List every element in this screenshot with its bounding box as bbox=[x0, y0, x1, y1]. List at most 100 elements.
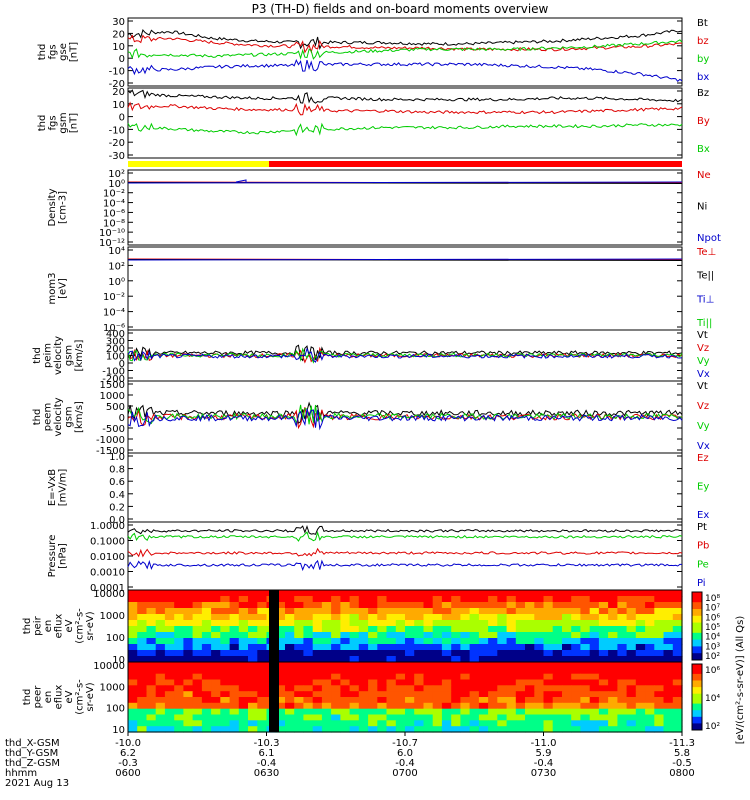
x-axis-value: 6.0 bbox=[397, 748, 413, 759]
spectrogram-cell bbox=[238, 720, 249, 727]
spectrogram-cell bbox=[663, 650, 674, 657]
spectrogram-cell bbox=[626, 656, 637, 663]
legend-entry: Pi bbox=[697, 578, 706, 589]
spectrogram-cell bbox=[617, 679, 628, 686]
spectrogram-cell bbox=[525, 596, 535, 603]
spectrogram-cell bbox=[617, 697, 628, 704]
spectrogram-cell bbox=[423, 644, 434, 651]
spectrogram-cell bbox=[257, 691, 268, 698]
spectrogram-cell bbox=[377, 638, 388, 645]
spectrogram-cell bbox=[146, 673, 157, 681]
spectrogram-cell bbox=[368, 602, 378, 609]
spectrogram-cell bbox=[589, 714, 600, 721]
spectrogram-cell bbox=[386, 626, 397, 633]
y-tick-label: 0.0100 bbox=[90, 552, 125, 563]
spectrogram-cell bbox=[331, 726, 341, 733]
spectrogram-cell bbox=[137, 608, 147, 615]
spectrogram-cell bbox=[211, 602, 221, 609]
spectrogram-cell bbox=[377, 697, 388, 704]
y-axis-label-line: (cm²-s- bbox=[75, 679, 86, 715]
spectrogram-cell bbox=[358, 714, 369, 721]
spectrogram-cell bbox=[515, 596, 526, 603]
spectrogram-cell bbox=[146, 602, 157, 609]
spectrogram-cell bbox=[423, 691, 434, 698]
spectrogram-cell bbox=[635, 620, 646, 627]
spectrogram-cell bbox=[580, 620, 591, 627]
spectrogram-cell bbox=[534, 614, 545, 621]
spectrogram-cell bbox=[358, 702, 369, 710]
spectrogram-cell bbox=[543, 726, 554, 733]
spectrogram-cell bbox=[488, 685, 498, 692]
spectrogram-cell bbox=[146, 590, 157, 597]
x-axis-value: 0800 bbox=[669, 768, 694, 779]
spectrogram-cell bbox=[672, 714, 683, 721]
spectrogram-cell bbox=[248, 667, 258, 675]
y-tick-label: -100 bbox=[102, 367, 125, 378]
spectrogram-cell bbox=[441, 656, 452, 663]
spectrogram-cell bbox=[506, 614, 517, 621]
y-tick-label: 30 bbox=[112, 17, 125, 28]
spectrogram-cell bbox=[386, 720, 397, 727]
spectrogram-cell bbox=[174, 644, 184, 651]
x-axis-row-label: hhmm bbox=[5, 768, 37, 779]
spectrogram-cell bbox=[645, 708, 655, 716]
colorbar-tick-label: 10⁶ bbox=[705, 666, 720, 676]
spectrogram-cell bbox=[386, 662, 397, 669]
y-axis-label-line: peem bbox=[43, 403, 54, 431]
spectrogram-cell bbox=[340, 620, 351, 627]
spectrogram-cell bbox=[617, 714, 628, 721]
spectrogram-cell bbox=[183, 650, 194, 657]
spectrogram-cell bbox=[460, 632, 471, 639]
spectrogram-cell bbox=[294, 644, 304, 651]
spectrogram-cell bbox=[248, 602, 258, 609]
spectrogram-cell bbox=[515, 662, 526, 669]
spectrogram-cell bbox=[469, 620, 480, 627]
spectrogram-cell bbox=[275, 685, 286, 692]
spectrogram-cell bbox=[626, 644, 637, 651]
spectrogram-cell bbox=[285, 691, 295, 698]
spectrogram-cell bbox=[164, 714, 175, 721]
spectrogram-cell bbox=[321, 602, 332, 609]
legend-entry: Pt bbox=[697, 522, 707, 533]
spectrogram-cell bbox=[248, 708, 258, 716]
spectrogram-cell bbox=[562, 702, 572, 710]
spectrogram-cell bbox=[349, 626, 360, 633]
spectrogram-cell bbox=[534, 714, 545, 721]
y-tick-label: 10⁰ bbox=[108, 277, 125, 288]
y-tick-label: 10 bbox=[112, 725, 125, 736]
spectrogram-cell bbox=[405, 614, 415, 621]
spectrogram-cell bbox=[238, 608, 249, 615]
x-axis-value: 5.9 bbox=[536, 748, 552, 759]
spectrogram-cell bbox=[238, 708, 249, 716]
x-axis-value: 0630 bbox=[254, 768, 279, 779]
y-axis-label-line: [km/s] bbox=[74, 339, 85, 371]
spectrogram-cell bbox=[451, 614, 461, 621]
legend-entry: by bbox=[697, 54, 709, 65]
spectrogram-cell bbox=[238, 596, 249, 603]
spectrogram-cell bbox=[155, 685, 166, 692]
x-axis-value: 6.2 bbox=[120, 748, 136, 759]
spectrogram-cell bbox=[414, 673, 424, 681]
spectrogram-cell bbox=[395, 602, 406, 609]
spectrogram-cell bbox=[432, 596, 443, 603]
spectrogram-cell bbox=[414, 590, 424, 597]
spectrogram-cell bbox=[331, 626, 341, 633]
colorbar-cell bbox=[692, 720, 702, 724]
spectrogram-cell bbox=[608, 620, 618, 627]
spectrogram-cell bbox=[294, 614, 304, 621]
spectrogram-cell bbox=[488, 608, 498, 615]
spectrogram-cell bbox=[617, 685, 628, 692]
spectrogram-cell bbox=[423, 614, 434, 621]
spectrogram-cell bbox=[201, 673, 212, 681]
spectrogram-cell bbox=[635, 697, 646, 704]
spectrogram-cell bbox=[469, 614, 480, 621]
y-axis-label-line: thd bbox=[22, 618, 33, 635]
spectrogram-cell bbox=[155, 702, 166, 710]
spectrogram-cell bbox=[229, 697, 240, 704]
spectrogram-cell bbox=[552, 708, 563, 716]
spectrogram-cell bbox=[331, 656, 341, 663]
spectrogram-cell bbox=[414, 708, 424, 716]
spectrogram-cell bbox=[275, 650, 286, 657]
spectrogram-cell bbox=[672, 638, 683, 645]
